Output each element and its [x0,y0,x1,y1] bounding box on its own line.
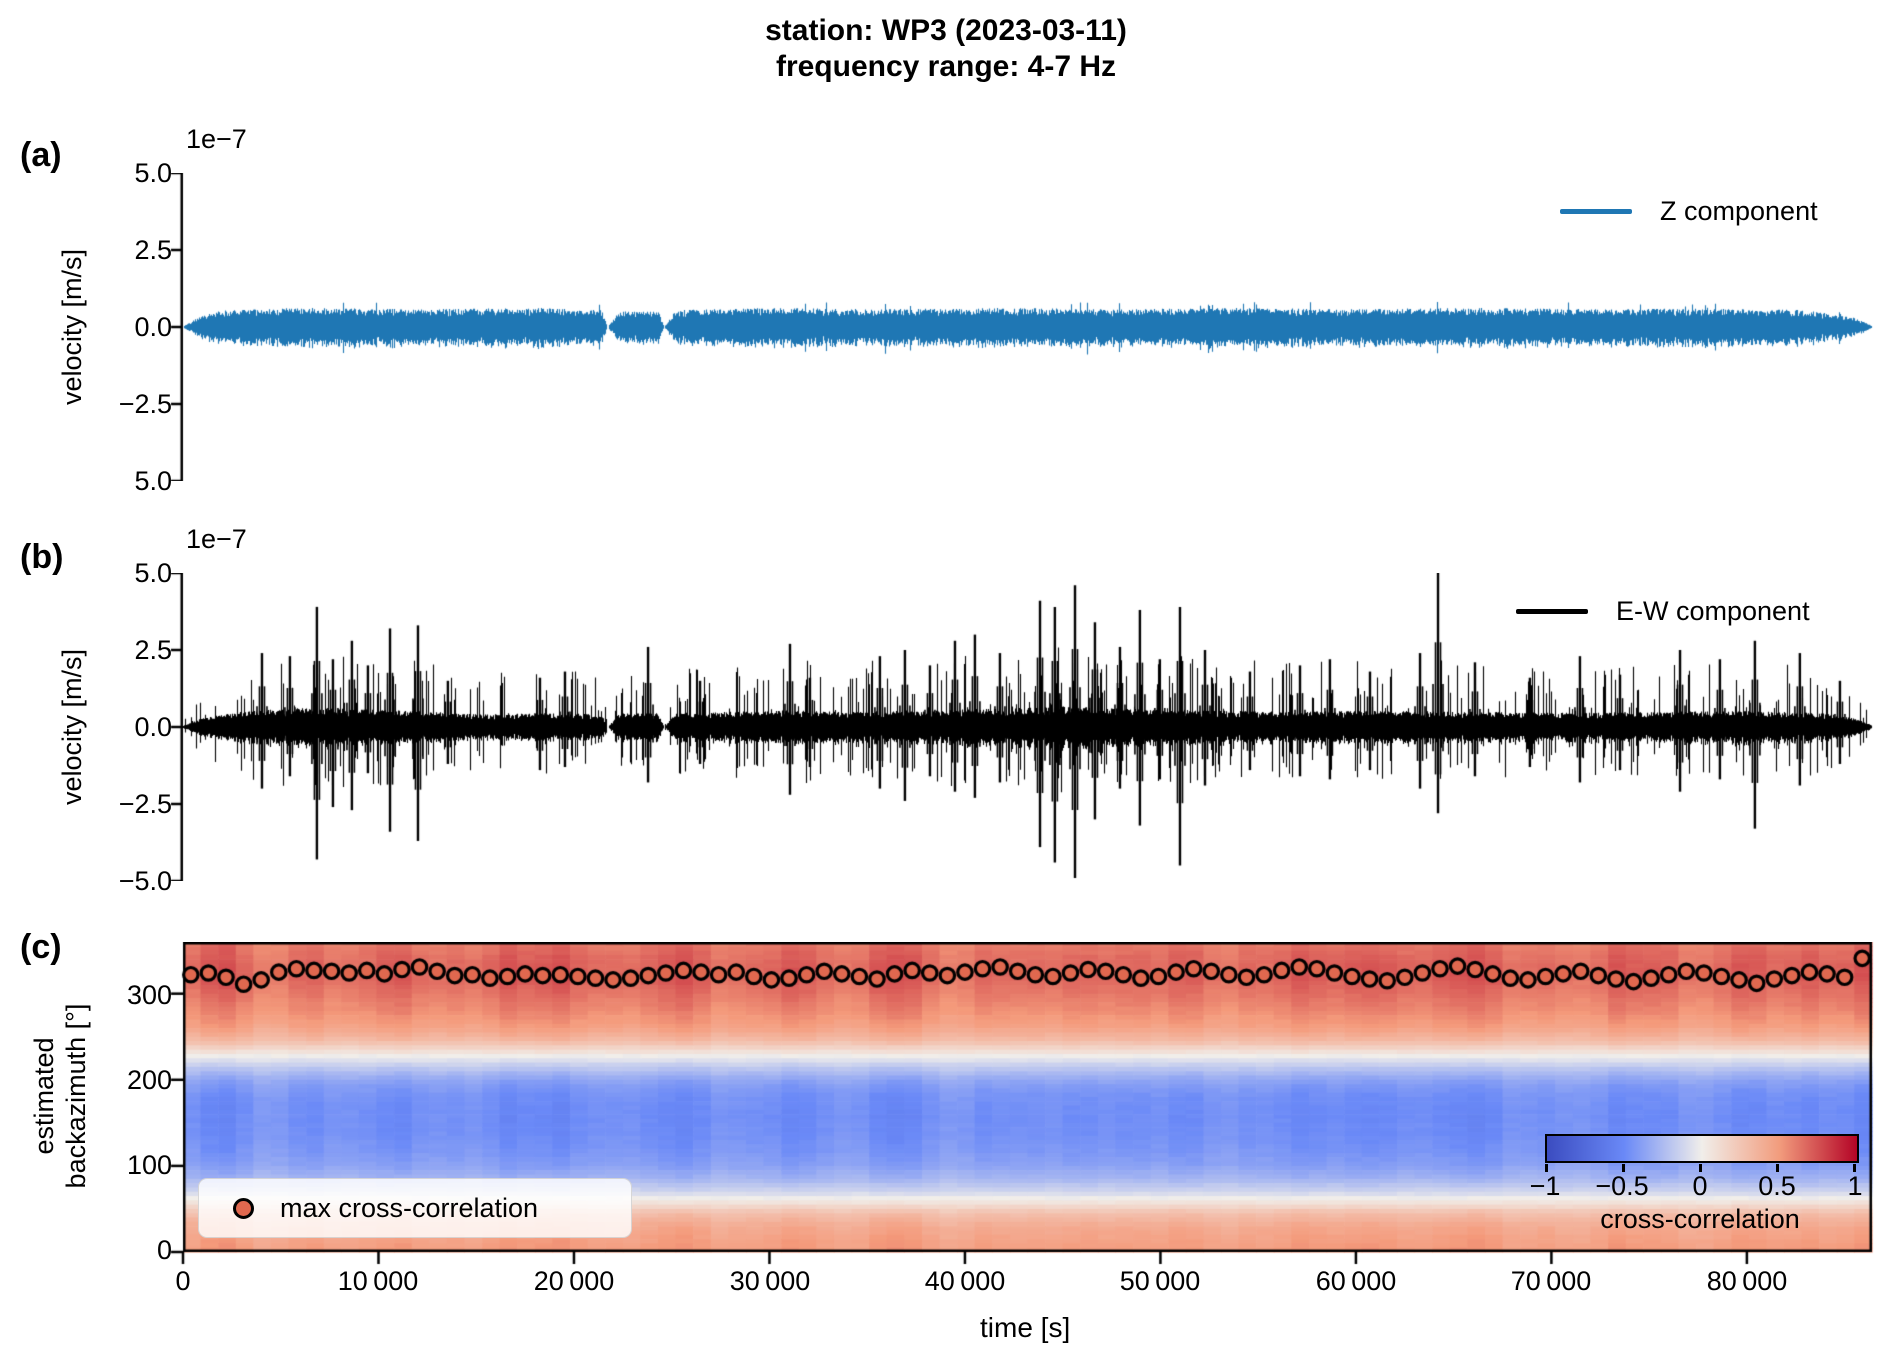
colorbar-tick: 0 [1692,1171,1708,1201]
colorbar-tick: 0.5 [1758,1171,1796,1201]
figure-title-line1: station: WP3 (2023-03-11) [765,14,1127,47]
time-axis-tick: 70 000 [1510,1266,1592,1296]
time-axis-tick: 30 000 [729,1266,811,1296]
panel-b-ytick: 0.0 [134,712,172,742]
panel-a-offset-label: 1e−7 [186,124,247,154]
colorbar-tick: −0.5 [1595,1171,1649,1201]
time-axis-tick: 40 000 [924,1266,1006,1296]
panel-b-ytick: 2.5 [134,635,172,665]
time-axis-tick: 10 000 [337,1266,419,1296]
panel-a-ytick: 5.0 [134,158,172,188]
panel-c-ytick: 100 [126,1150,172,1180]
colorbar-tick-mark [1622,1164,1625,1172]
panel-a-ytick: 2.5 [134,235,172,265]
panel-b-tag: (b) [20,538,64,576]
panel-a-ytick: 5.0 [134,466,172,496]
panel-a-tag: (a) [20,136,62,174]
panel-a-ytick: −2.5 [118,389,172,419]
panel-c-ytick: 300 [126,980,172,1010]
colorbar-tick-mark [1776,1164,1779,1172]
panel-b-legend: E-W component [1516,596,1810,627]
z-component-legend-line [1560,209,1632,214]
panel-a-legend: Z component [1560,196,1818,227]
colorbar-tick: 1 [1847,1171,1863,1201]
panel-c-ytick: 200 [126,1065,172,1095]
panel-b-offset-label: 1e−7 [186,524,247,554]
panel-a-ytick: 0.0 [134,312,172,342]
panel-a-waveform-plot [169,173,1874,481]
panel-b-ytick: −5.0 [118,866,172,896]
panel-b-waveform-plot [169,573,1874,881]
panel-c-ylabel: estimated backazimuth [°] [29,1003,91,1189]
time-axis-tick: 60 000 [1315,1266,1397,1296]
panel-a-ylabel: velocity [m/s] [57,248,87,406]
ew-component-legend-line [1516,609,1588,614]
colorbar [1545,1134,1859,1163]
ew-component-legend-label: E-W component [1616,596,1810,626]
panel-b-ylabel: velocity [m/s] [57,648,87,806]
panel-b-ytick: −2.5 [118,789,172,819]
time-axis-tick: 80 000 [1706,1266,1788,1296]
colorbar-label: cross-correlation [1600,1204,1800,1234]
colorbar-tick-mark [1545,1164,1548,1172]
max-cross-correlation-marker [233,1197,254,1219]
panel-b-ytick: 5.0 [134,558,172,588]
time-axis-tick: 20 000 [533,1266,615,1296]
colorbar-tick: −1 [1529,1171,1561,1201]
panel-c-ytick: 0 [156,1235,172,1265]
panel-c-legend: max cross-correlation [198,1178,632,1238]
figure-title-line2: frequency range: 4-7 Hz [775,50,1117,83]
time-axis-tick: 0 [175,1266,191,1296]
panel-c-tag: (c) [20,928,62,966]
colorbar-tick-mark [1699,1164,1702,1172]
colorbar-tick-mark [1853,1164,1856,1172]
time-axis-label: time [s] [980,1312,1071,1343]
time-axis-tick: 50 000 [1119,1266,1201,1296]
max-cross-correlation-label: max cross-correlation [280,1192,539,1223]
z-component-legend-label: Z component [1660,196,1818,226]
